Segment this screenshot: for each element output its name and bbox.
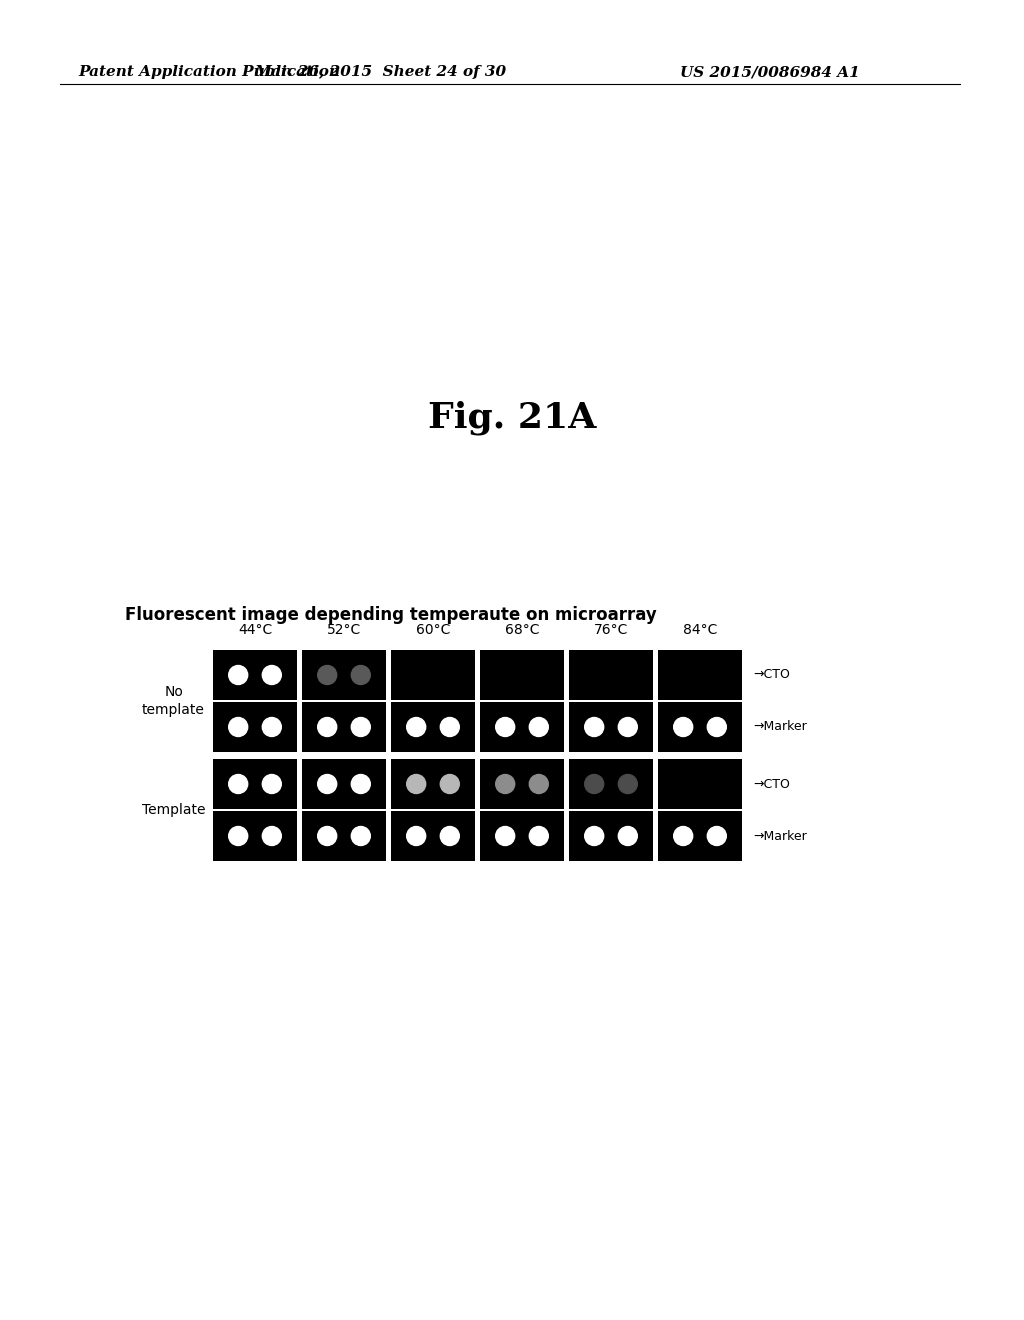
Bar	[213, 810, 297, 861]
Text: 84°C: 84°C	[683, 623, 717, 638]
Bar	[569, 649, 653, 700]
Bar	[658, 759, 742, 809]
Bar	[658, 649, 742, 700]
Circle shape	[228, 775, 248, 793]
Text: 60°C: 60°C	[416, 623, 451, 638]
Text: Fig. 21A: Fig. 21A	[428, 401, 596, 436]
Text: 68°C: 68°C	[505, 623, 540, 638]
Circle shape	[529, 718, 548, 737]
Text: 44°C: 44°C	[238, 623, 272, 638]
Bar	[480, 649, 564, 700]
Circle shape	[262, 826, 282, 846]
Circle shape	[585, 826, 604, 846]
Text: Patent Application Publication: Patent Application Publication	[78, 65, 340, 79]
Bar	[391, 759, 475, 809]
Bar	[302, 649, 386, 700]
Circle shape	[674, 718, 692, 737]
Text: Fluorescent image depending temperaute on microarray: Fluorescent image depending temperaute o…	[125, 606, 656, 624]
Bar	[391, 702, 475, 752]
Text: →CTO: →CTO	[753, 668, 790, 681]
Circle shape	[351, 718, 371, 737]
Circle shape	[529, 775, 548, 793]
Circle shape	[228, 718, 248, 737]
Circle shape	[529, 826, 548, 846]
Bar	[658, 810, 742, 861]
Circle shape	[708, 718, 726, 737]
Circle shape	[440, 775, 460, 793]
Bar	[480, 702, 564, 752]
Bar	[213, 649, 297, 700]
Circle shape	[708, 826, 726, 846]
Bar	[569, 810, 653, 861]
Bar	[302, 702, 386, 752]
Bar	[480, 810, 564, 861]
Bar	[391, 810, 475, 861]
Bar	[213, 702, 297, 752]
Circle shape	[262, 718, 282, 737]
Circle shape	[496, 718, 515, 737]
Circle shape	[351, 775, 371, 793]
Text: 52°C: 52°C	[327, 623, 361, 638]
Circle shape	[262, 665, 282, 685]
Circle shape	[351, 826, 371, 846]
Circle shape	[618, 718, 637, 737]
Circle shape	[262, 775, 282, 793]
Bar	[213, 759, 297, 809]
Text: Mar. 26, 2015  Sheet 24 of 30: Mar. 26, 2015 Sheet 24 of 30	[254, 65, 506, 79]
Bar	[569, 702, 653, 752]
Text: 76°C: 76°C	[594, 623, 628, 638]
Circle shape	[585, 775, 604, 793]
Circle shape	[496, 775, 515, 793]
Circle shape	[440, 718, 460, 737]
Text: US 2015/0086984 A1: US 2015/0086984 A1	[680, 65, 860, 79]
Circle shape	[674, 826, 692, 846]
Circle shape	[317, 775, 337, 793]
Circle shape	[351, 665, 371, 685]
Circle shape	[317, 826, 337, 846]
Circle shape	[618, 826, 637, 846]
Circle shape	[407, 718, 426, 737]
Text: →Marker: →Marker	[753, 829, 807, 842]
Bar	[480, 759, 564, 809]
Circle shape	[585, 718, 604, 737]
Bar	[302, 810, 386, 861]
Bar	[658, 702, 742, 752]
Bar	[302, 759, 386, 809]
Circle shape	[317, 665, 337, 685]
Circle shape	[440, 826, 460, 846]
Text: →Marker: →Marker	[753, 721, 807, 734]
Text: No
template: No template	[142, 685, 205, 717]
Circle shape	[317, 718, 337, 737]
Circle shape	[228, 665, 248, 685]
Text: →CTO: →CTO	[753, 777, 790, 791]
Circle shape	[407, 826, 426, 846]
Bar	[391, 649, 475, 700]
Circle shape	[496, 826, 515, 846]
Text: Template: Template	[141, 803, 205, 817]
Circle shape	[228, 826, 248, 846]
Circle shape	[407, 775, 426, 793]
Circle shape	[618, 775, 637, 793]
Bar	[569, 759, 653, 809]
